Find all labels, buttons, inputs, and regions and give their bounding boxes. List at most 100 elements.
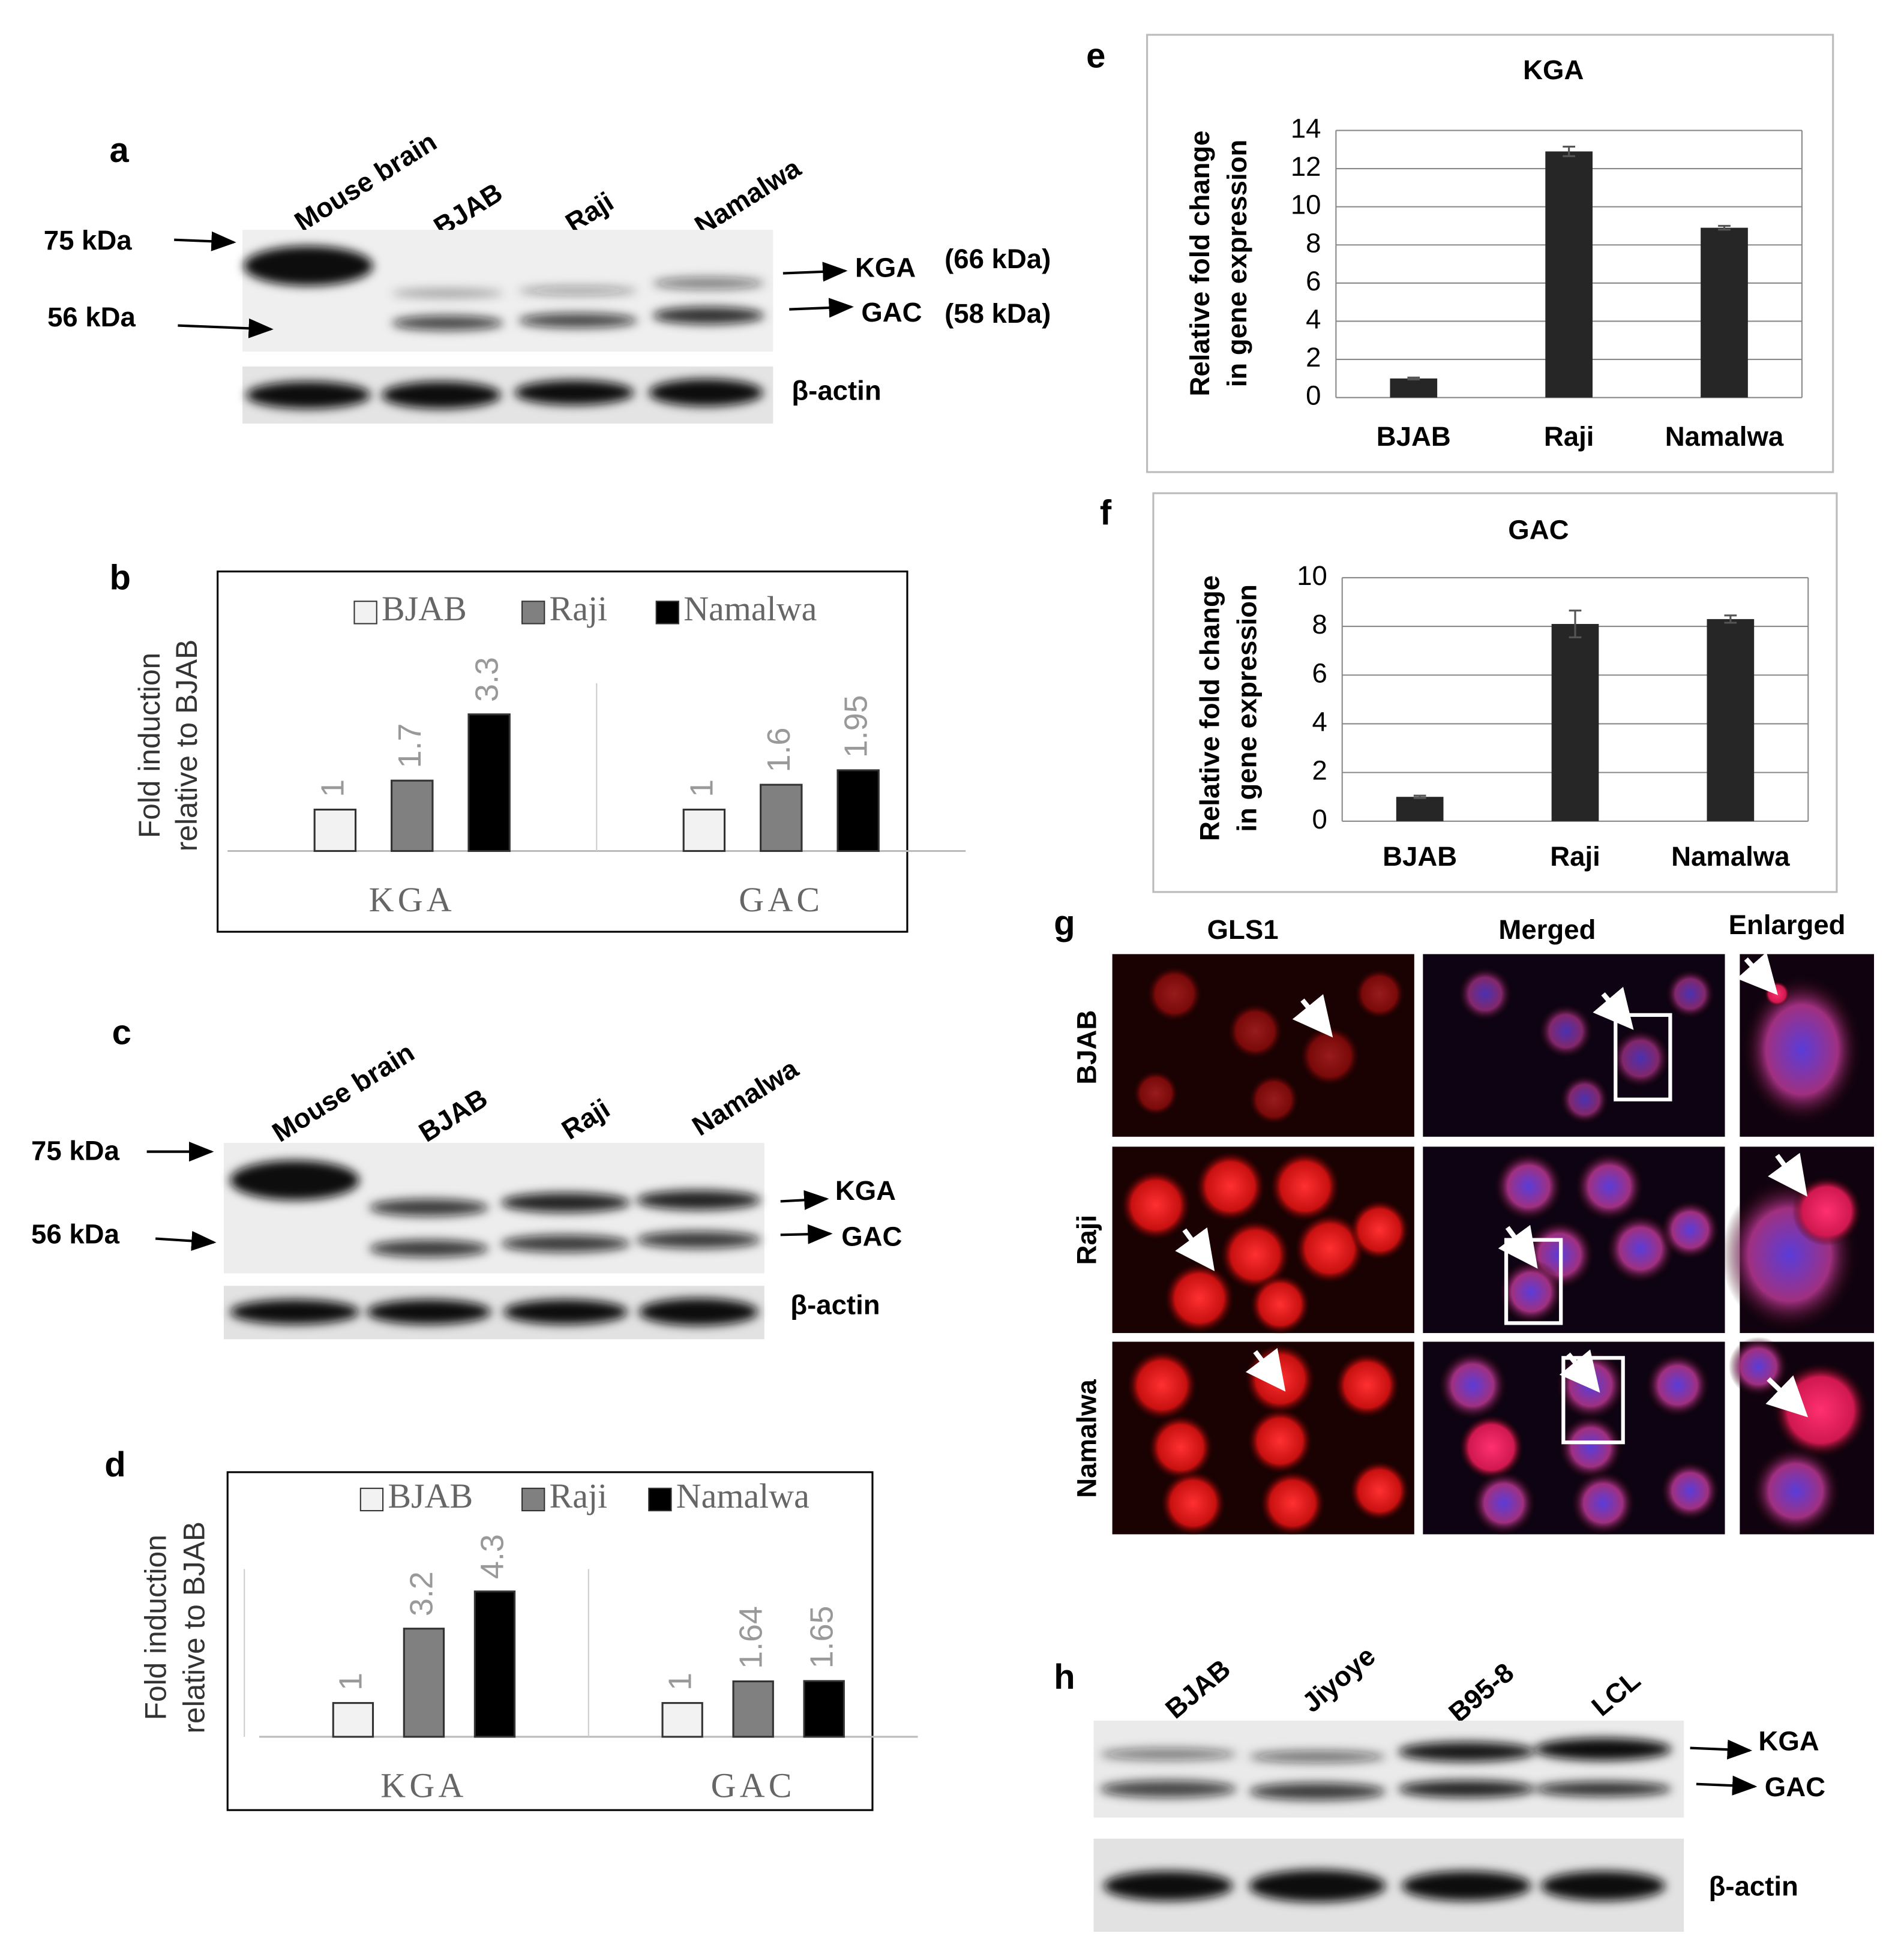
shape (1538, 1004, 1594, 1059)
shape (1558, 1415, 1623, 1480)
error-bar (1413, 794, 1426, 799)
value-label: 1 (315, 779, 351, 797)
lane-label: Mouse brain (289, 126, 442, 237)
x-tick-label: Raji (1544, 421, 1594, 452)
bar (332, 1702, 374, 1738)
x-tick-label: BJAB (1383, 841, 1457, 872)
chart-title: KGA (1523, 55, 1584, 85)
bar (760, 784, 803, 853)
band-label: GAC (861, 297, 922, 328)
shape (1660, 1200, 1720, 1260)
value-label: 1.7 (392, 724, 428, 769)
shape (1534, 1738, 1672, 1761)
panel-label: e (1086, 37, 1105, 76)
group (1121, 1151, 1410, 1335)
panel-label: b (110, 559, 131, 597)
shape (652, 307, 764, 325)
y-axis-label: Relative fold change (1194, 575, 1225, 841)
x-tick-label: GAC (739, 880, 823, 919)
shape (1175, 1227, 1215, 1271)
shape (514, 380, 634, 406)
bar (682, 808, 726, 853)
x-tick-label: KGA (369, 880, 455, 919)
legend-label: Raji (550, 1476, 608, 1515)
bar (467, 713, 511, 853)
group (1099, 1738, 1672, 1800)
y-axis-label: Relative fold change (1185, 131, 1215, 397)
error-bar (1407, 376, 1420, 380)
shape (1494, 1151, 1564, 1221)
shape (1249, 1782, 1386, 1800)
row-label: Namalwa (1071, 1379, 1102, 1498)
shape (1127, 1350, 1197, 1420)
y-tick-label: 4 (1312, 706, 1327, 737)
shape (1574, 1151, 1644, 1221)
shape (391, 315, 503, 331)
shape (1792, 1176, 1862, 1247)
shape (1398, 1780, 1535, 1798)
shape (649, 379, 763, 407)
band-label: KGA (1758, 1725, 1819, 1756)
shape (1295, 1214, 1365, 1284)
shape (1147, 967, 1202, 1022)
panel-label: f (1100, 494, 1112, 533)
shape (1248, 1409, 1313, 1473)
arrow (1690, 1739, 1753, 1760)
shape (246, 381, 371, 409)
legend-swatch (655, 601, 679, 625)
column-label: Enlarged (1729, 910, 1846, 940)
shape (1773, 1362, 1868, 1458)
error-bar (1724, 614, 1737, 624)
shape (1249, 1750, 1386, 1763)
panel-label: g (1054, 904, 1075, 943)
shape (1541, 1871, 1666, 1901)
bar (1551, 624, 1599, 821)
band-size: (66 kDa) (944, 244, 1051, 274)
shape (1164, 1263, 1234, 1333)
group (1104, 1869, 1666, 1902)
shape (638, 1298, 758, 1326)
panel-label: h (1054, 1658, 1075, 1697)
shape (1161, 1470, 1226, 1536)
shape (503, 1299, 628, 1325)
bar (836, 769, 880, 853)
bar (661, 1702, 703, 1738)
legend-label: BJAB (388, 1476, 473, 1515)
chart-title: GAC (1508, 514, 1569, 545)
shape (1249, 1074, 1299, 1125)
shape (1751, 1446, 1841, 1536)
value-label: 3.3 (469, 657, 505, 702)
shape (1570, 1470, 1636, 1536)
shape (1220, 1220, 1290, 1290)
error-bar (1569, 610, 1582, 638)
chart-frame (226, 1471, 874, 1811)
marker-label: 56 kDa (47, 302, 136, 332)
shape (1350, 1461, 1410, 1521)
marker-label: 75 kDa (31, 1136, 120, 1166)
bar (1707, 619, 1755, 821)
shape (1498, 1259, 1564, 1325)
y-axis-label: in gene expression (1222, 140, 1252, 388)
arrow (155, 1230, 217, 1251)
shape (1660, 1461, 1720, 1521)
y-tick-label: 8 (1306, 227, 1321, 258)
band-label: KGA (835, 1175, 896, 1206)
column-label: GLS1 (1207, 914, 1279, 945)
bar (473, 1590, 516, 1738)
shape (518, 286, 638, 296)
lane-label: Namalwa (687, 1053, 804, 1142)
y-axis-label: relative to BJAB (178, 1521, 211, 1734)
arrow (174, 231, 236, 251)
legend-swatch (359, 1487, 384, 1512)
value-label: 1.95 (838, 695, 874, 758)
shape (1245, 1347, 1286, 1392)
group (230, 1160, 761, 1257)
y-tick-label: 0 (1306, 380, 1321, 411)
panel-label: d (104, 1446, 125, 1484)
blot (242, 230, 773, 424)
group (230, 1298, 758, 1326)
legend-swatch (353, 601, 377, 625)
bar (732, 1680, 774, 1738)
bar (1396, 797, 1444, 821)
